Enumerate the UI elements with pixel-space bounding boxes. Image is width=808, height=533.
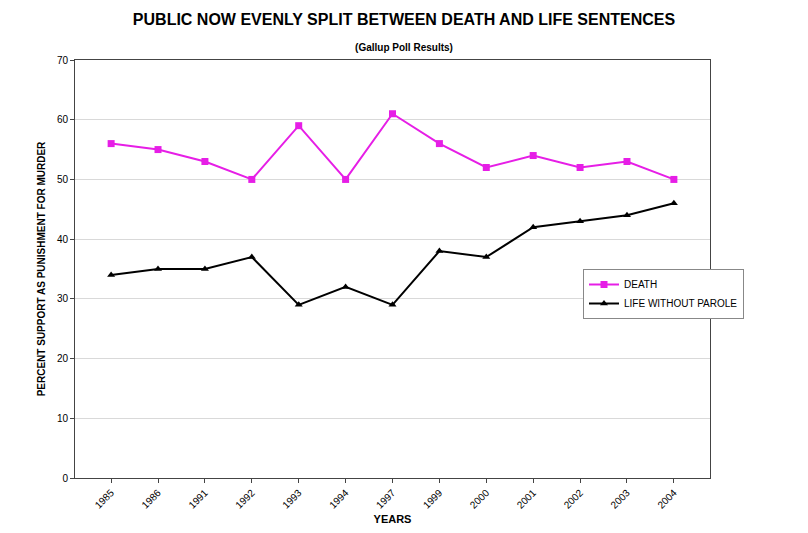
- svg-text:70: 70: [57, 55, 69, 66]
- svg-text:10: 10: [57, 413, 69, 424]
- svg-text:20: 20: [57, 353, 69, 364]
- svg-text:(Gallup Poll Results): (Gallup Poll Results): [355, 42, 453, 53]
- svg-text:LIFE WITHOUT PAROLE: LIFE WITHOUT PAROLE: [624, 298, 737, 309]
- svg-text:DEATH: DEATH: [624, 279, 657, 290]
- svg-text:1993: 1993: [280, 487, 304, 511]
- svg-text:50: 50: [57, 174, 69, 185]
- svg-text:1992: 1992: [233, 487, 257, 511]
- svg-text:60: 60: [57, 114, 69, 125]
- svg-text:YEARS: YEARS: [374, 513, 412, 525]
- svg-text:2000: 2000: [468, 487, 492, 511]
- svg-text:1991: 1991: [186, 487, 210, 511]
- svg-text:30: 30: [57, 293, 69, 304]
- svg-text:PUBLIC NOW EVENLY SPLIT BETWEE: PUBLIC NOW EVENLY SPLIT BETWEEN DEATH AN…: [133, 11, 676, 28]
- svg-text:1999: 1999: [421, 487, 445, 511]
- svg-text:PERCENT SUPPORT AS PUNISHMENT: PERCENT SUPPORT AS PUNISHMENT FOR MURDER: [36, 141, 47, 396]
- svg-text:2002: 2002: [562, 487, 586, 511]
- svg-text:1986: 1986: [139, 487, 163, 511]
- svg-text:2004: 2004: [655, 487, 679, 511]
- svg-text:1994: 1994: [327, 487, 351, 511]
- svg-text:2003: 2003: [608, 487, 632, 511]
- svg-text:40: 40: [57, 234, 69, 245]
- svg-text:1997: 1997: [374, 487, 398, 511]
- svg-text:0: 0: [62, 473, 68, 484]
- svg-text:1985: 1985: [93, 487, 117, 511]
- svg-text:2001: 2001: [515, 487, 539, 511]
